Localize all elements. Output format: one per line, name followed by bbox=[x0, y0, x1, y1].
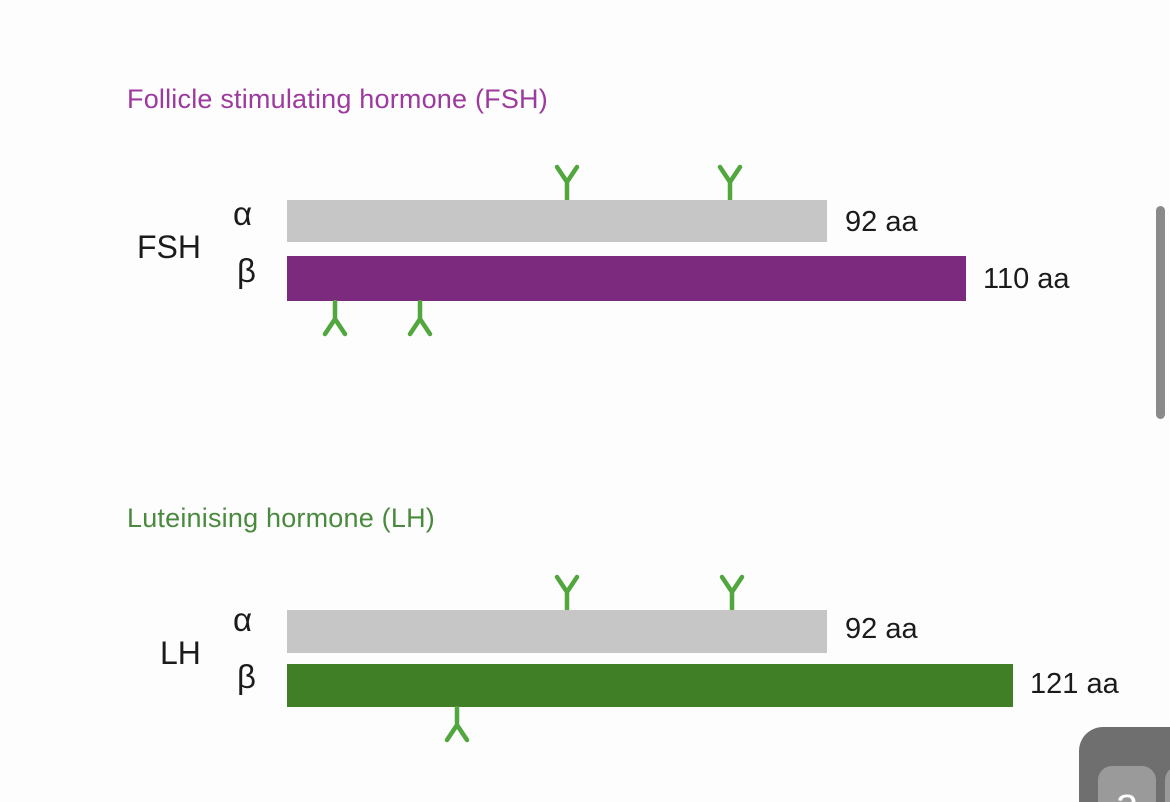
glycosylation-site-icon bbox=[444, 706, 470, 743]
lh-hormone-label: LH bbox=[160, 635, 201, 671]
onscreen-keyboard-panel: a bbox=[1079, 727, 1170, 802]
lh-beta-length-label: 121 aa bbox=[1030, 668, 1119, 700]
glycosylation-site-icon bbox=[554, 164, 580, 201]
fsh-hormone-label: FSH bbox=[137, 229, 201, 265]
fsh-alpha-length-label: 92 aa bbox=[845, 206, 918, 238]
keyboard-key-partial[interactable] bbox=[1165, 766, 1170, 802]
lh-alpha-subunit-bar bbox=[287, 610, 827, 653]
vertical-scrollbar-thumb[interactable] bbox=[1156, 206, 1165, 419]
lh-section-title: Luteinising hormone (LH) bbox=[127, 503, 435, 533]
glycosylation-site-icon bbox=[322, 300, 348, 337]
fsh-beta-subunit-bar bbox=[287, 256, 966, 301]
lh-beta-subunit-bar bbox=[287, 664, 1013, 707]
glycosylation-site-icon bbox=[554, 574, 580, 611]
fsh-section-title: Follicle stimulating hormone (FSH) bbox=[127, 84, 548, 114]
fsh-alpha-subunit-label: α bbox=[233, 195, 253, 232]
fsh-beta-length-label: 110 aa bbox=[983, 263, 1070, 295]
lh-beta-subunit-label: β bbox=[237, 658, 256, 695]
keyboard-key-a[interactable]: a bbox=[1098, 766, 1156, 802]
lh-alpha-length-label: 92 aa bbox=[845, 613, 918, 645]
fsh-beta-subunit-label: β bbox=[237, 252, 256, 289]
glycosylation-site-icon bbox=[717, 164, 743, 201]
glycosylation-site-icon bbox=[407, 300, 433, 337]
fsh-alpha-subunit-bar bbox=[287, 200, 827, 242]
glycosylation-site-icon bbox=[719, 574, 745, 611]
lh-alpha-subunit-label: α bbox=[233, 601, 253, 638]
